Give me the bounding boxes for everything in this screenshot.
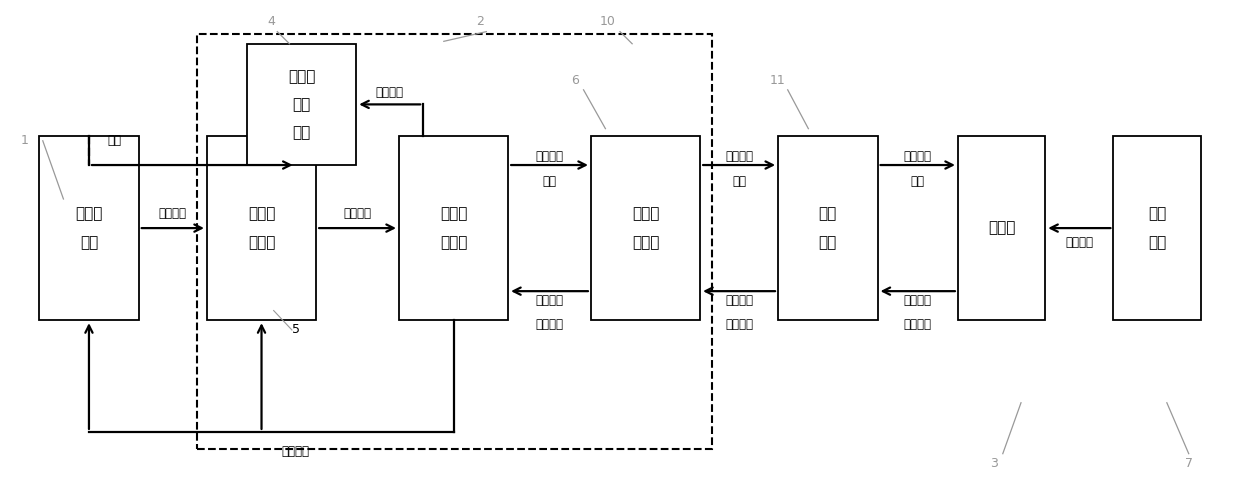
Text: 配置信息: 配置信息 xyxy=(725,318,753,331)
Bar xyxy=(777,136,878,320)
Text: 4: 4 xyxy=(268,15,275,28)
Text: 讯模块: 讯模块 xyxy=(632,235,660,249)
Text: 模块: 模块 xyxy=(293,125,311,140)
Text: 激励: 激励 xyxy=(293,97,311,112)
Bar xyxy=(590,136,701,320)
Text: 无线通: 无线通 xyxy=(632,206,660,222)
Text: 数据: 数据 xyxy=(543,175,557,188)
Text: 11: 11 xyxy=(770,74,786,87)
Bar xyxy=(399,136,508,320)
Text: 缺陷信息: 缺陷信息 xyxy=(904,149,931,162)
Text: 声波传: 声波传 xyxy=(76,206,103,222)
Text: 工控: 工控 xyxy=(1148,206,1167,222)
Text: 感器: 感器 xyxy=(79,235,98,249)
Bar xyxy=(247,44,356,165)
Text: 配置信息: 配置信息 xyxy=(536,318,563,331)
Text: 6: 6 xyxy=(572,74,579,87)
Text: 配置信息: 配置信息 xyxy=(904,318,931,331)
Text: 理单元: 理单元 xyxy=(440,235,467,249)
Text: 网关: 网关 xyxy=(818,235,837,249)
Text: 激发指令: 激发指令 xyxy=(376,86,404,99)
Text: 集模块: 集模块 xyxy=(248,235,275,249)
Text: 2: 2 xyxy=(476,15,484,28)
Bar xyxy=(207,136,316,320)
Bar xyxy=(1114,136,1200,320)
Text: 系统: 系统 xyxy=(1148,235,1167,249)
Text: 缺陷信息: 缺陷信息 xyxy=(725,149,753,162)
Text: 模拟信号: 模拟信号 xyxy=(159,207,187,220)
Text: 3: 3 xyxy=(991,457,998,470)
Text: 10: 10 xyxy=(600,15,616,28)
Text: 控制指令: 控制指令 xyxy=(536,294,563,306)
Text: 控制指令: 控制指令 xyxy=(725,294,753,306)
Text: 控制指令: 控制指令 xyxy=(904,294,931,306)
Text: 缺陷信息: 缺陷信息 xyxy=(536,149,563,162)
Text: 工艺信息: 工艺信息 xyxy=(1065,236,1094,249)
Bar xyxy=(40,136,139,320)
Text: 数据采: 数据采 xyxy=(248,206,275,222)
Text: 数据: 数据 xyxy=(732,175,746,188)
Text: 上位机: 上位机 xyxy=(988,221,1016,236)
Bar xyxy=(197,34,712,449)
Text: 1: 1 xyxy=(21,134,29,148)
Text: 主动声: 主动声 xyxy=(288,69,315,84)
Text: 中央处: 中央处 xyxy=(440,206,467,222)
Text: 控制信号: 控制信号 xyxy=(281,445,310,458)
Bar xyxy=(957,136,1045,320)
Text: 7: 7 xyxy=(1184,457,1193,470)
Text: 脉冲: 脉冲 xyxy=(107,134,122,148)
Text: 5: 5 xyxy=(291,323,300,337)
Text: 数字信号: 数字信号 xyxy=(343,207,372,220)
Text: 无线: 无线 xyxy=(818,206,837,222)
Text: 数据: 数据 xyxy=(910,175,925,188)
